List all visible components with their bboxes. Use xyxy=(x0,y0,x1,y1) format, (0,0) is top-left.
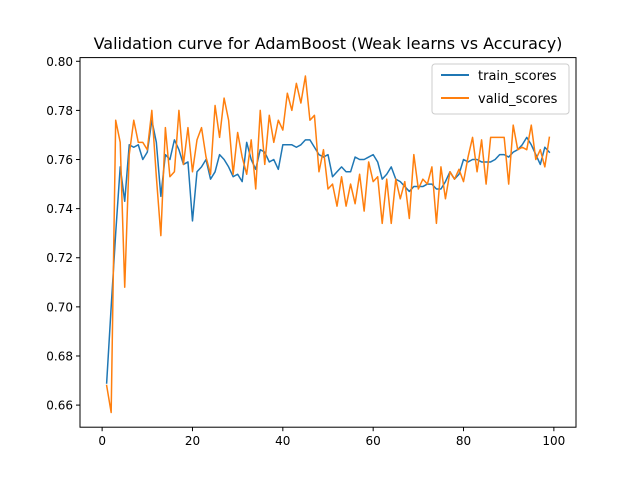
axes: 0 20 40 60 80 100 0.66 0.68 0.70 0.72 0.74 0.76 0.78… xyxy=(46,55,565,448)
x-tick-label: 60 xyxy=(366,434,381,448)
y-tick-label: 0.74 xyxy=(46,202,73,216)
x-tick-label: 0 xyxy=(98,434,106,448)
legend-label-train: train_scores xyxy=(478,69,557,84)
legend-box xyxy=(431,63,570,115)
series-line-valid-scores xyxy=(105,75,551,414)
x-tick-label: 100 xyxy=(542,434,565,448)
axes-frame xyxy=(79,57,577,428)
y-tick-label: 0.78 xyxy=(46,104,73,118)
y-tick-label: 0.72 xyxy=(46,251,73,265)
y-tick-label: 0.68 xyxy=(46,349,73,363)
x-tick-label: 20 xyxy=(185,434,200,448)
y-tick-label: 0.66 xyxy=(46,399,73,413)
y-tick-label: 0.70 xyxy=(46,300,73,314)
legend-label-valid: valid_scores xyxy=(478,92,558,107)
legend: train_scores valid_scores xyxy=(431,63,570,115)
plot-area xyxy=(105,75,551,414)
x-tick-label: 80 xyxy=(456,434,471,448)
chart-title: Validation curve for AdamBoost (Weak lea… xyxy=(94,34,563,53)
y-tick-label: 0.76 xyxy=(46,153,73,167)
y-tick-label: 0.80 xyxy=(46,55,73,69)
x-tick-label: 40 xyxy=(275,434,290,448)
